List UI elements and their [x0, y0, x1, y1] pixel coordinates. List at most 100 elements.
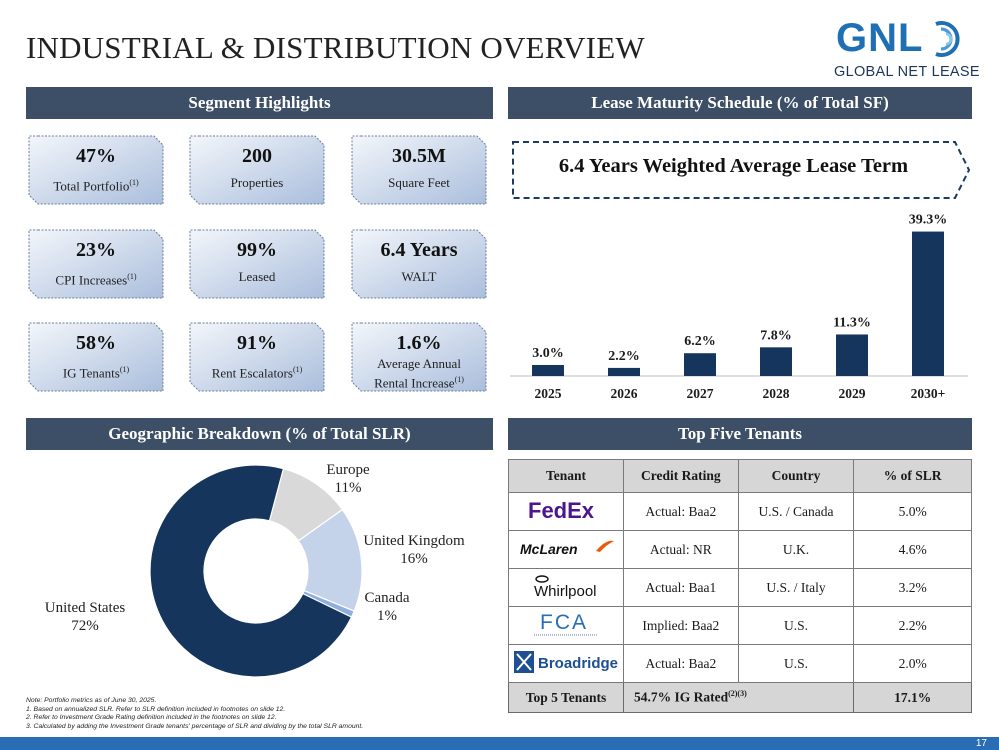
- bar-category-label: 2030+: [911, 386, 946, 401]
- table-row: Whirlpool Actual: Baa1 U.S. / Italy 3.2%: [508, 568, 972, 607]
- table-header-row: Tenant Credit Rating Country % of SLR: [508, 459, 972, 493]
- note-line: 1. Based on annualized SLR. Refer to SLR…: [26, 705, 286, 713]
- highlight-card: 1.6% Average Annual Rental Increase(1): [351, 322, 487, 392]
- bar-2027: [684, 353, 716, 376]
- highlight-value: 58%: [76, 332, 116, 354]
- gnl-logo: GNL GLOBAL NET LEASE: [830, 14, 980, 84]
- highlight-label: Square Feet: [388, 175, 450, 190]
- highlight-label: Leased: [238, 269, 276, 284]
- country-cell: U.K.: [737, 530, 855, 569]
- highlight-card: 200 Properties: [189, 135, 325, 205]
- bar-value-label: 6.2%: [684, 334, 716, 349]
- fedex-logo: FedEx: [528, 498, 595, 523]
- footnotes: Note: Portfolio metrics as of June 30, 2…: [26, 697, 363, 731]
- rating-cell: Implied: Baa2: [622, 606, 739, 645]
- logo-subtitle: GLOBAL NET LEASE: [834, 64, 980, 80]
- highlight-label: WALT: [401, 269, 437, 284]
- highlight-label: Rental Increase(1): [374, 375, 464, 391]
- footer-bar: [0, 737, 999, 750]
- header-tenant: Tenant: [508, 459, 624, 493]
- highlight-value: 30.5M: [392, 145, 446, 167]
- bar-category-label: 2028: [763, 386, 790, 401]
- bar-category-label: 2029: [839, 386, 866, 401]
- geographic-donut-chart: Europe 11% United Kingdom 16% Canada 1% United…: [45, 462, 465, 678]
- page-number: 17: [975, 738, 987, 749]
- highlight-label: CPI Increases(1): [55, 272, 137, 288]
- bar-2026: [608, 367, 640, 376]
- highlight-label: Total Portfolio(1): [53, 178, 139, 194]
- table-total-row: Top 5 Tenants 54.7% IG Rated(2)(3) 17.1%: [508, 682, 972, 713]
- tenant-cell: FCA: [508, 606, 624, 645]
- highlight-label: Rent Escalators(1): [211, 365, 303, 381]
- pct-cell: 2.2%: [853, 606, 972, 645]
- highlight-label: Average Annual: [377, 356, 461, 371]
- highlight-value: 91%: [237, 332, 277, 354]
- broadridge-logo: Broadridge: [513, 651, 618, 673]
- highlight-value: 99%: [237, 239, 277, 261]
- highlight-value: 1.6%: [396, 332, 442, 354]
- svg-text:FCA: FCA: [540, 611, 588, 634]
- footnote-marker: (1): [292, 365, 303, 374]
- rating-cell: Actual: Baa2: [622, 644, 739, 683]
- footnote-marker: (1): [119, 365, 130, 374]
- country-cell: U.S. / Italy: [737, 568, 855, 607]
- total-pct: 17.1%: [853, 682, 972, 713]
- lease-maturity-header: Lease Maturity Schedule (% of Total SF): [508, 87, 972, 119]
- slice-value-label: 16%: [400, 551, 428, 567]
- header-credit-rating: Credit Rating: [622, 459, 739, 493]
- bar-value-label: 3.0%: [532, 346, 564, 361]
- lease-maturity-chart: 3.0% 2025 2.2% 2026 6.2% 2027 7.8% 2028 11.3% 202…: [510, 213, 968, 401]
- bar-value-label: 2.2%: [608, 349, 640, 364]
- segment-highlights-header: Segment Highlights: [26, 87, 493, 119]
- bar-value-label: 39.3%: [909, 213, 948, 228]
- fca-logo: FCA: [533, 611, 598, 636]
- pct-cell: 2.0%: [853, 644, 972, 683]
- highlight-card: 99% Leased: [189, 229, 325, 299]
- country-cell: U.S.: [737, 644, 855, 683]
- logo-wordmark: GNL: [836, 16, 924, 60]
- svg-text:Whirlpool: Whirlpool: [534, 583, 597, 600]
- footnote-marker: (1): [127, 272, 137, 281]
- tenant-cell: Whirlpool: [508, 568, 624, 607]
- top-tenants-table: Tenant Credit Rating Country % of SLR Fe…: [508, 459, 972, 713]
- highlight-card: 91% Rent Escalators(1): [189, 322, 325, 392]
- bar-2029: [836, 334, 868, 376]
- pct-cell: 5.0%: [853, 492, 972, 531]
- slice-value-label: 72%: [71, 618, 99, 634]
- country-cell: U.S. / Canada: [737, 492, 855, 531]
- slice-label: Canada: [365, 590, 410, 606]
- whirlpool-logo: Whirlpool: [534, 575, 597, 600]
- total-ig-rated: 54.7% IG Rated(2)(3): [622, 682, 855, 713]
- slice-label: United Kingdom: [363, 533, 465, 549]
- highlight-label: IG Tenants(1): [62, 365, 130, 381]
- tenant-cell: FedEx: [508, 492, 624, 531]
- svg-text:FedEx: FedEx: [528, 498, 595, 523]
- slice-label: Europe: [326, 462, 370, 478]
- slice-value-label: 11%: [335, 480, 362, 496]
- bar-2030+: [912, 231, 944, 376]
- top-tenants-header: Top Five Tenants: [508, 418, 972, 450]
- svg-text:McLaren: McLaren: [520, 541, 578, 557]
- footnote-marker: (1): [129, 178, 139, 187]
- highlight-card: 6.4 Years WALT: [351, 229, 487, 299]
- footnote-marker: (1): [454, 375, 464, 384]
- geographic-breakdown-header: Geographic Breakdown (% of Total SLR): [26, 418, 493, 450]
- highlight-card: 58% IG Tenants(1): [28, 322, 164, 392]
- slice-united-states: [149, 464, 353, 678]
- mclaren-logo: McLaren: [520, 540, 614, 557]
- svg-text:Broadridge: Broadridge: [538, 655, 618, 672]
- walt-callout-text: 6.4 Years Weighted Average Lease Term: [558, 155, 909, 177]
- total-ig-footnote: (2)(3): [728, 689, 747, 699]
- highlight-card: 47% Total Portfolio(1): [28, 135, 164, 205]
- walt-callout-box: [512, 141, 971, 199]
- bar-value-label: 7.8%: [760, 328, 792, 343]
- bar-category-label: 2027: [687, 386, 714, 401]
- note-line: Note: Portfolio metrics as of June 30, 2…: [26, 697, 157, 704]
- pct-cell: 4.6%: [853, 530, 972, 569]
- header-country: Country: [737, 459, 855, 493]
- rating-cell: Actual: NR: [622, 530, 739, 569]
- tenant-cell: Broadridge: [508, 644, 624, 683]
- header-pct-slr: % of SLR: [853, 459, 972, 493]
- bar-2028: [760, 347, 792, 376]
- rating-cell: Actual: Baa1: [622, 568, 739, 607]
